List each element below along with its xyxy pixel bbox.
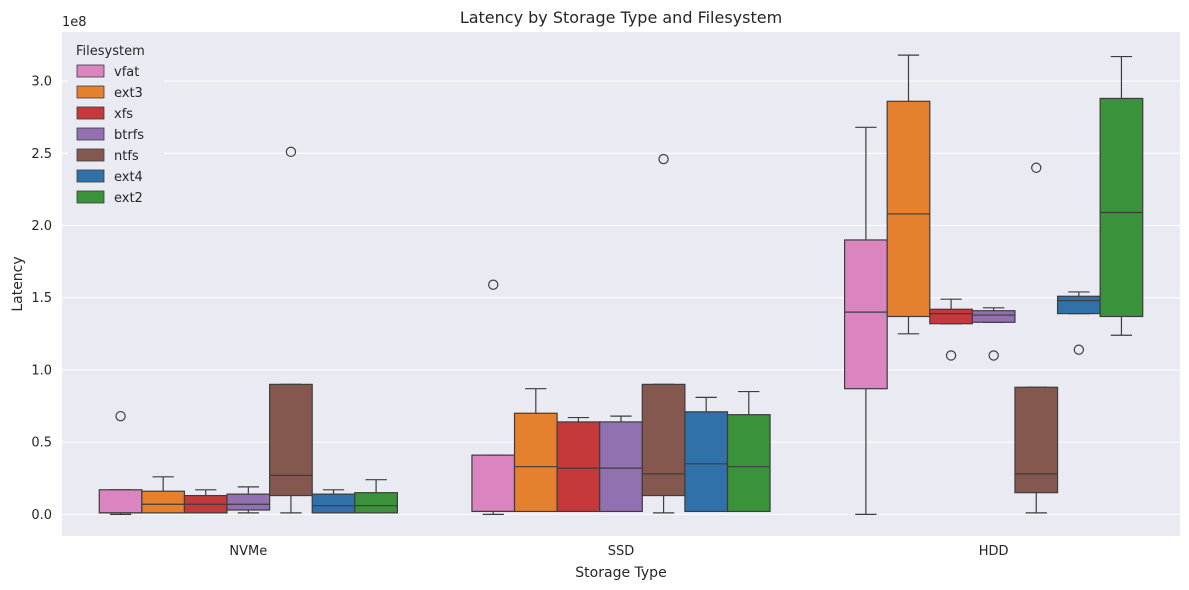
outlier-point <box>115 410 126 422</box>
box-iqr <box>599 421 643 513</box>
legend-swatch <box>76 85 105 99</box>
box-btrfs-HDD <box>971 307 1016 361</box>
box-iqr <box>226 493 271 511</box>
box-ext3-HDD <box>886 54 931 335</box>
box-iqr <box>726 414 771 513</box>
legend-label: ext3 <box>114 86 143 101</box>
box-vfat-NVMe <box>98 410 143 515</box>
box-iqr <box>354 492 398 514</box>
box-xfs-SSD <box>556 416 601 513</box>
legend-items: vfat ext3 xfs btrfs ntfs ext4 ext2 <box>76 64 144 206</box>
box-btrfs-SSD <box>599 415 643 513</box>
y-axis-label: Latency <box>10 256 26 311</box>
outlier-point <box>945 350 957 361</box>
outlier-point <box>988 350 999 361</box>
legend-label: btrfs <box>114 128 144 143</box>
box-iqr <box>1014 386 1059 494</box>
box-ext2-HDD <box>1099 55 1144 336</box>
legend-swatch <box>76 64 105 78</box>
box-ntfs-NVMe <box>269 146 313 514</box>
box-ext3-NVMe <box>141 476 186 514</box>
box-iqr <box>886 100 931 318</box>
box-iqr <box>471 454 516 513</box>
x-tick-label: NVMe <box>229 544 267 559</box>
box-iqr <box>929 308 973 325</box>
box-groups <box>98 54 1144 515</box>
y-axis-ticks: 0.0 0.5 1.0 1.5 2.0 2.5 3.0 <box>31 75 52 523</box>
box-ext2-SSD <box>726 390 771 513</box>
y-tick-label: 3.0 <box>31 75 52 90</box>
y-tick-label: 2.5 <box>31 147 52 162</box>
legend-label: ext2 <box>114 191 143 206</box>
legend-swatch <box>76 169 105 183</box>
outlier-point <box>658 153 669 165</box>
outlier-point <box>488 279 499 290</box>
box-iqr <box>141 490 186 514</box>
box-ext2-NVMe <box>354 479 398 514</box>
box-btrfs-NVMe <box>226 486 271 514</box>
y-offset-text: 1e8 <box>62 15 87 30</box>
legend-swatch <box>76 106 105 120</box>
box-ext3-SSD <box>513 388 558 513</box>
outlier-point <box>285 146 297 158</box>
box-iqr <box>98 489 143 514</box>
x-tick-label: HDD <box>979 544 1009 559</box>
legend: Filesystem vfat ext3 xfs btrfs ntfs ext4 ext2 <box>68 38 164 209</box>
legend-background <box>68 38 164 209</box>
legend-title: Filesystem <box>76 44 145 59</box>
box-ext4-SSD <box>684 396 729 513</box>
box-ntfs-SSD <box>641 153 686 514</box>
chart-title: Latency by Storage Type and Filesystem <box>460 8 782 27</box>
legend-label: ntfs <box>114 149 139 164</box>
box-xfs-HDD <box>929 298 973 361</box>
legend-swatch <box>76 127 105 141</box>
y-tick-label: 1.0 <box>31 363 52 378</box>
box-iqr <box>1056 295 1101 315</box>
box-iqr <box>556 421 601 513</box>
box-iqr <box>311 493 356 514</box>
box-ntfs-HDD <box>1014 162 1059 514</box>
outlier-point <box>1031 162 1042 173</box>
legend-swatch <box>76 190 105 204</box>
legend-swatch <box>76 148 105 162</box>
y-tick-label: 1.5 <box>31 291 52 306</box>
y-tick-label: 0.5 <box>31 436 52 451</box>
box-iqr <box>843 239 888 390</box>
box-vfat-HDD <box>843 126 888 515</box>
x-axis-label: Storage Type <box>575 565 666 581</box>
box-iqr <box>1099 97 1144 318</box>
y-tick-label: 2.0 <box>31 219 52 234</box>
box-iqr <box>269 383 313 497</box>
box-iqr <box>971 310 1016 323</box>
legend-label: ext4 <box>114 170 143 185</box>
box-iqr <box>513 412 558 513</box>
legend-label: vfat <box>114 65 139 80</box>
y-tick-label: 0.0 <box>31 508 52 523</box>
x-tick-label: SSD <box>608 544 635 559</box>
legend-label: xfs <box>114 107 133 122</box>
box-xfs-NVMe <box>183 489 228 514</box>
outlier-point <box>1073 344 1085 355</box>
x-axis-ticks: NVMe SSD HDD <box>229 544 1008 559</box>
box-iqr <box>684 411 729 513</box>
box-iqr <box>641 383 686 497</box>
box-vfat-SSD <box>471 279 516 515</box>
